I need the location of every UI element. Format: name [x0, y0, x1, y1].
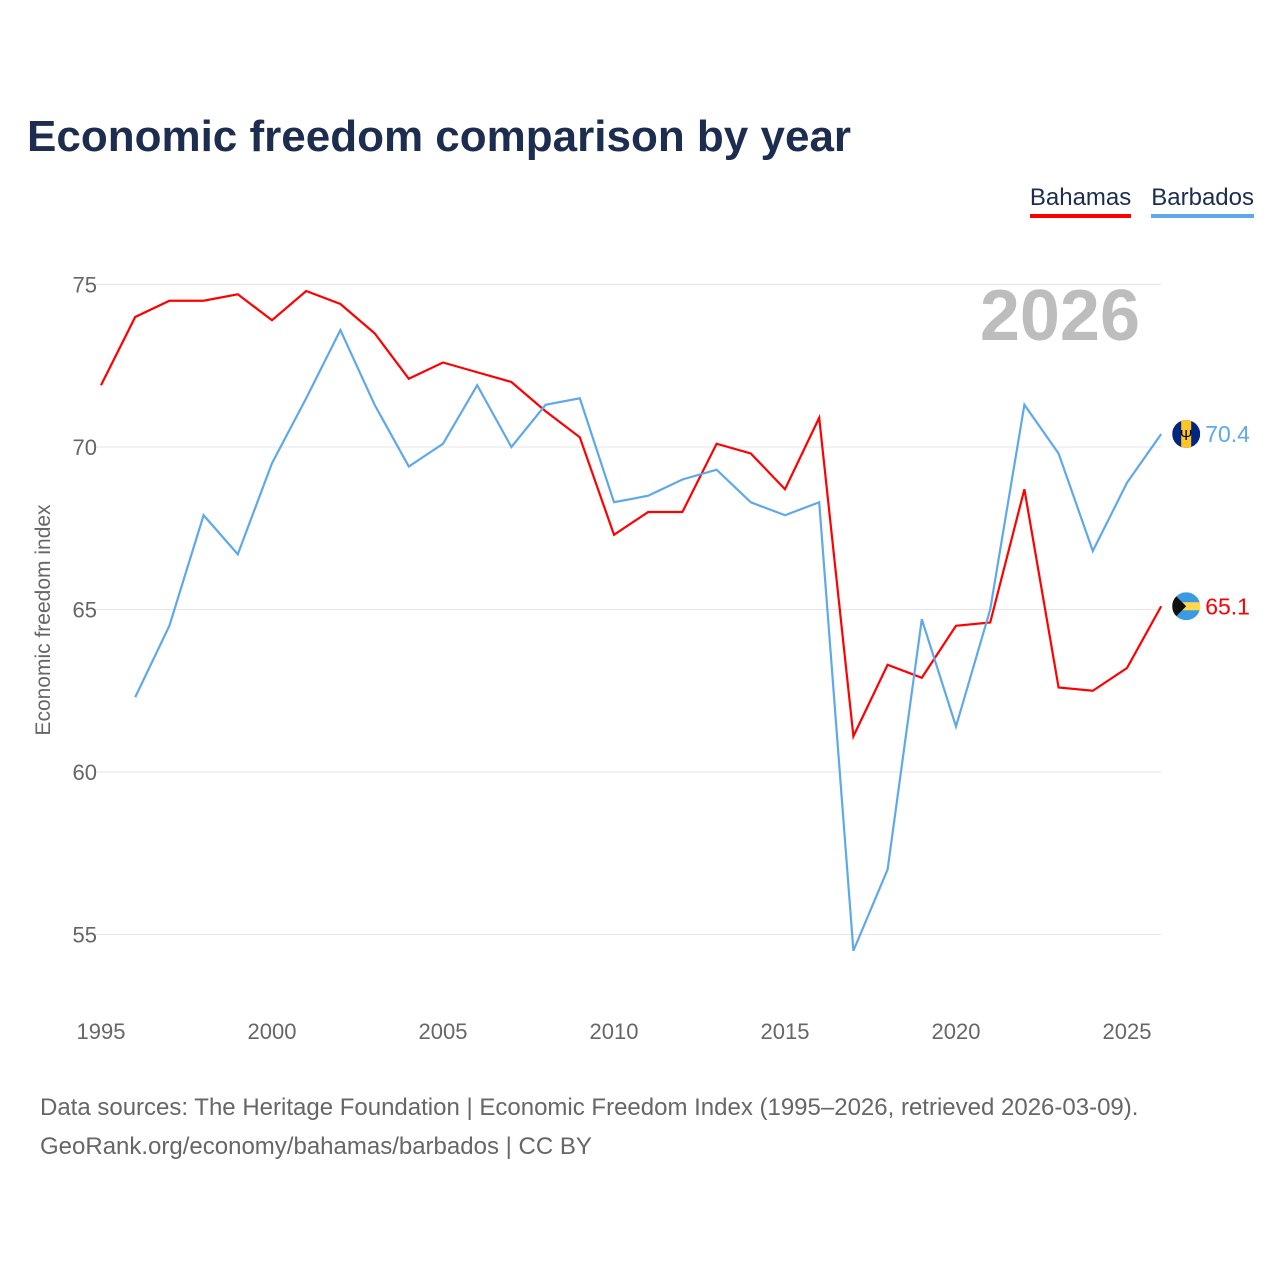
y-tick-label: 55: [73, 923, 97, 948]
y-tick-label: 70: [73, 435, 97, 460]
end-value-label: 65.1: [1205, 593, 1250, 619]
end-value-label: 70.4: [1205, 421, 1250, 447]
x-tick-label: 1995: [77, 1019, 126, 1044]
series-line-bahamas: [100, 289, 1163, 741]
year-label: 2026: [980, 276, 1140, 356]
x-tick-label: 2020: [932, 1019, 981, 1044]
y-tick-label: 60: [73, 760, 97, 785]
svg-text:Ψ: Ψ: [1180, 427, 1193, 444]
x-tick-label: 2015: [761, 1019, 810, 1044]
footer: Data sources: The Heritage Foundation | …: [40, 1088, 1138, 1166]
legend: Bahamas Barbados: [1029, 184, 1254, 218]
legend-bahamas[interactable]: Bahamas: [1029, 184, 1132, 218]
series-line-barbados: [134, 327, 1163, 952]
x-tick-label: 2010: [590, 1019, 639, 1044]
y-tick-label: 75: [73, 273, 97, 298]
x-tick-label: 2000: [248, 1019, 297, 1044]
y-tick-label: 65: [73, 598, 97, 623]
bahamas-flag-icon: [1172, 592, 1201, 621]
x-tick-label: 2005: [419, 1019, 468, 1044]
barbados-flag-icon: Ψ: [1172, 420, 1201, 448]
footer-link[interactable]: GeoRank.org/economy/bahamas/barbados | C…: [40, 1133, 592, 1160]
legend-barbados[interactable]: Barbados: [1151, 184, 1254, 218]
y-axis-label: Economic freedom index: [32, 504, 55, 736]
x-tick-label: 2025: [1103, 1019, 1152, 1044]
chart-title: Economic freedom comparison by year: [27, 112, 852, 161]
footer-sources: Data sources: The Heritage Foundation | …: [40, 1094, 1139, 1121]
